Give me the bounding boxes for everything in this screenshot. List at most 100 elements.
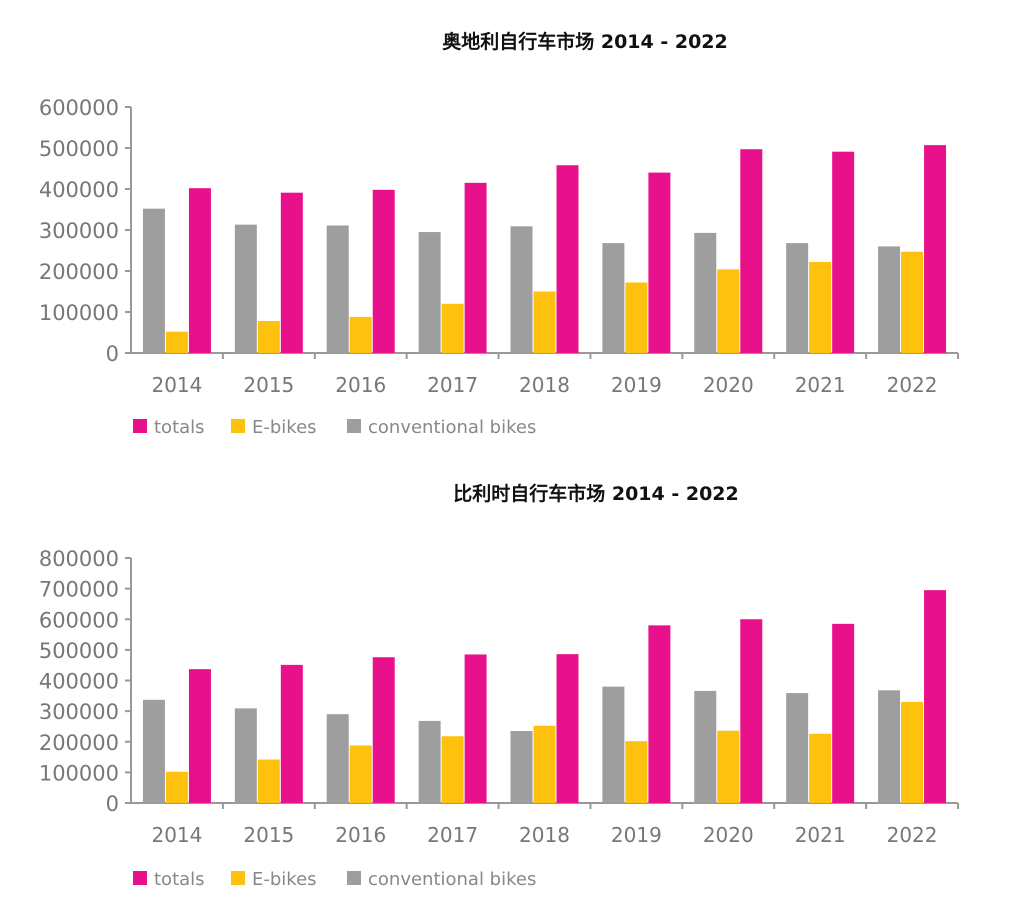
belgium-bar-ebikes-2017 xyxy=(441,736,464,803)
austria-x-tick-label: 2020 xyxy=(703,373,754,397)
austria-x-tick-label: 2015 xyxy=(243,373,294,397)
austria-bar-conventional-2016 xyxy=(326,225,349,353)
belgium-bar-conventional-2020 xyxy=(694,690,717,803)
belgium-y-tick-label: 500000 xyxy=(39,639,119,663)
austria-bar-totals-2016 xyxy=(372,189,395,353)
austria-legend-label-conventional: conventional bikes xyxy=(368,417,536,438)
belgium-bar-conventional-2021 xyxy=(786,693,809,803)
austria-x-tick-label: 2022 xyxy=(887,373,938,397)
austria-x-tick-label: 2018 xyxy=(519,373,570,397)
belgium-bar-ebikes-2016 xyxy=(349,745,372,803)
belgium-chart: 比利时自行车市场 2014 - 2022 0 100000 200000 300000 4… xyxy=(39,482,959,890)
austria-bar-conventional-2019 xyxy=(602,243,625,353)
belgium-bar-ebikes-2015 xyxy=(257,759,280,803)
belgium-bar-totals-2016 xyxy=(372,657,395,803)
austria-x-tick-label: 2021 xyxy=(795,373,846,397)
belgium-x-tick-label: 2020 xyxy=(703,823,754,847)
belgium-x-tick-label: 2019 xyxy=(611,823,662,847)
belgium-x-tick-label: 2014 xyxy=(151,823,202,847)
belgium-y-tick-label: 700000 xyxy=(39,578,119,602)
belgium-x-tick-label: 2021 xyxy=(795,823,846,847)
belgium-bar-totals-2022 xyxy=(924,590,947,803)
austria-bar-totals-2014 xyxy=(188,188,211,353)
belgium-bar-totals-2019 xyxy=(648,625,671,803)
austria-bar-totals-2019 xyxy=(648,172,671,353)
belgium-x-tick-label: 2018 xyxy=(519,823,570,847)
belgium-chart-title: 比利时自行车市场 2014 - 2022 xyxy=(453,482,739,505)
austria-legend-swatch-ebikes xyxy=(231,419,245,433)
austria-legend-swatch-conventional xyxy=(347,419,361,433)
belgium-legend-swatch-totals xyxy=(133,871,147,885)
austria-x-tick-label: 2014 xyxy=(151,373,202,397)
belgium-legend-label-conventional: conventional bikes xyxy=(368,869,536,890)
austria-y-tick-label: 600000 xyxy=(39,96,119,120)
austria-bar-ebikes-2016 xyxy=(349,316,372,353)
austria-bar-conventional-2021 xyxy=(786,243,809,353)
austria-y-tick-label: 0 xyxy=(106,342,119,366)
austria-bar-totals-2015 xyxy=(280,192,303,353)
austria-bar-ebikes-2018 xyxy=(533,291,556,353)
belgium-bar-totals-2014 xyxy=(188,669,211,803)
austria-chart-title: 奥地利自行车市场 2014 - 2022 xyxy=(442,30,728,53)
austria-bar-ebikes-2022 xyxy=(901,251,924,353)
austria-bar-ebikes-2019 xyxy=(625,282,648,353)
belgium-y-tick-label: 0 xyxy=(106,792,119,816)
austria-bar-totals-2020 xyxy=(740,149,763,353)
belgium-bar-ebikes-2021 xyxy=(809,733,832,803)
belgium-bar-totals-2017 xyxy=(464,654,487,803)
belgium-bar-ebikes-2022 xyxy=(901,701,924,803)
belgium-bar-conventional-2022 xyxy=(878,690,901,803)
belgium-legend-swatch-conventional xyxy=(347,871,361,885)
belgium-bar-totals-2015 xyxy=(280,664,303,803)
austria-legend-label-totals: totals xyxy=(154,417,205,438)
belgium-bar-conventional-2015 xyxy=(234,708,257,803)
belgium-bar-conventional-2018 xyxy=(510,731,533,803)
austria-bar-totals-2018 xyxy=(556,165,579,353)
belgium-legend-label-ebikes: E-bikes xyxy=(252,869,317,890)
belgium-bar-ebikes-2018 xyxy=(533,725,556,803)
austria-bar-conventional-2020 xyxy=(694,232,717,353)
belgium-x-tick-label: 2016 xyxy=(335,823,386,847)
austria-legend-label-ebikes: E-bikes xyxy=(252,417,317,438)
belgium-y-tick-label: 100000 xyxy=(39,761,119,785)
austria-y-tick-label: 300000 xyxy=(39,219,119,243)
austria-bar-conventional-2022 xyxy=(878,246,901,353)
austria-y-tick-label: 500000 xyxy=(39,137,119,161)
austria-bar-ebikes-2021 xyxy=(809,261,832,353)
belgium-y-tick-label: 300000 xyxy=(39,700,119,724)
belgium-bar-totals-2020 xyxy=(740,619,763,803)
belgium-y-tick-label: 400000 xyxy=(39,670,119,694)
austria-x-tick-label: 2017 xyxy=(427,373,478,397)
belgium-bar-ebikes-2014 xyxy=(165,771,188,803)
austria-bar-conventional-2015 xyxy=(234,224,257,353)
belgium-y-tick-label: 200000 xyxy=(39,731,119,755)
belgium-bar-conventional-2014 xyxy=(142,699,165,803)
austria-chart: 奥地利自行车市场 2014 - 2022 0 100000 200000 300000 4… xyxy=(39,30,959,438)
belgium-bar-ebikes-2019 xyxy=(625,741,648,803)
austria-y-tick-label: 100000 xyxy=(39,301,119,325)
austria-bar-totals-2017 xyxy=(464,182,487,353)
austria-bar-conventional-2014 xyxy=(142,208,165,353)
belgium-y-tick-label: 800000 xyxy=(39,547,119,571)
austria-bar-ebikes-2014 xyxy=(165,331,188,353)
belgium-y-tick-label: 600000 xyxy=(39,608,119,632)
austria-bar-totals-2022 xyxy=(924,145,947,353)
austria-legend-swatch-totals xyxy=(133,419,147,433)
austria-y-tick-label: 200000 xyxy=(39,260,119,284)
belgium-bar-conventional-2016 xyxy=(326,714,349,803)
austria-bar-conventional-2017 xyxy=(418,232,441,353)
austria-bar-ebikes-2017 xyxy=(441,303,464,353)
belgium-legend-label-totals: totals xyxy=(154,869,205,890)
austria-bar-ebikes-2015 xyxy=(257,321,280,353)
belgium-bar-conventional-2017 xyxy=(418,720,441,803)
austria-x-tick-label: 2016 xyxy=(335,373,386,397)
austria-y-tick-label: 400000 xyxy=(39,178,119,202)
belgium-bar-totals-2018 xyxy=(556,654,579,803)
belgium-x-tick-label: 2015 xyxy=(243,823,294,847)
austria-bar-conventional-2018 xyxy=(510,226,533,353)
austria-bar-totals-2021 xyxy=(832,151,855,353)
belgium-legend-swatch-ebikes xyxy=(231,871,245,885)
austria-x-tick-label: 2019 xyxy=(611,373,662,397)
belgium-x-tick-label: 2017 xyxy=(427,823,478,847)
belgium-bar-conventional-2019 xyxy=(602,686,625,803)
